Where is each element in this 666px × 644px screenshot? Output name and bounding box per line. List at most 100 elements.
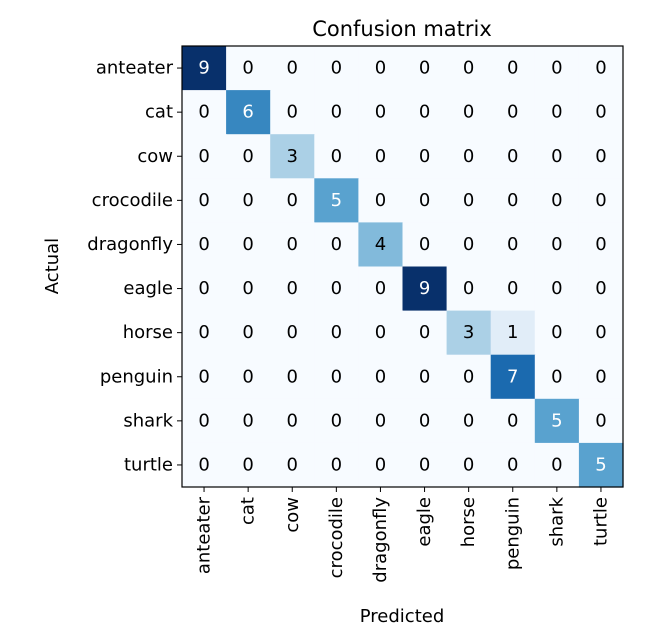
heatmap-cell [490,134,536,179]
heatmap-cell [578,90,624,135]
heatmap-cell [270,46,315,91]
heatmap-cell [314,134,359,179]
heatmap-cell-value: 0 [331,278,342,299]
heatmap-cell-value: 0 [198,278,209,299]
heatmap-cell [226,46,271,91]
heatmap-cell-values: 9 0 0 0 0 0 0 0 0 0 0 6 0 0 0 0 0 0 0 0 0 0 3 0 0 0 0 0 0 0 0 0 0 5 0 0 0 0 0 0… [198,58,606,476]
heatmap-cell [578,442,624,488]
heatmap-cell [534,90,580,135]
heatmap-cell [490,398,536,444]
heatmap-cell-value: 0 [595,102,606,123]
heatmap-cell-value: 0 [375,146,386,167]
heatmap-cell-value: 0 [419,190,430,211]
heatmap-cell [534,134,580,179]
heatmap-cell [270,178,315,223]
heatmap-cell-value: 3 [463,322,474,343]
heatmap-cell-value: 0 [375,58,386,79]
heatmap-cell-value: 3 [287,146,298,167]
x-tick-label: turtle [590,497,611,546]
heatmap-cell-value: 0 [595,366,606,387]
heatmap-cell-value: 0 [198,366,209,387]
heatmap-cell-value: 0 [507,454,518,475]
heatmap-cell [534,398,580,444]
heatmap-cell [182,134,227,179]
heatmap-cell-value: 0 [331,102,342,123]
heatmap-cell-value: 0 [419,410,430,431]
heatmap-cell-value: 9 [419,278,430,299]
heatmap-cell-value: 4 [375,234,386,255]
heatmap-cell [314,398,359,444]
heatmap-cell [358,222,404,268]
heatmap-cell-value: 0 [551,58,562,79]
heatmap-cell [314,222,359,268]
x-tick-label: anteater [194,496,215,574]
heatmap-cell-value: 0 [242,58,253,79]
heatmap-cell [446,90,492,135]
heatmap-cell [402,266,448,312]
heatmap-cell [534,178,580,223]
heatmap-cell [358,46,404,91]
heatmap-cell-value: 0 [331,410,342,431]
heatmap-cell [446,398,492,444]
heatmap-cell-value: 0 [375,278,386,299]
heatmap-cell-value: 0 [287,366,298,387]
heatmap-cell [534,354,580,400]
heatmap-cell [534,46,580,91]
heatmap-cell [446,310,492,356]
heatmap-cell [182,46,227,91]
heatmap-cell-value: 0 [419,58,430,79]
heatmap-cell-value: 0 [242,366,253,387]
heatmap-cell-value: 9 [198,58,209,79]
heatmap-cell-value: 0 [242,190,253,211]
heatmap-cell [578,354,624,400]
heatmap-cell-value: 0 [375,454,386,475]
heatmap-cell-value: 0 [463,366,474,387]
heatmap-cell-value: 0 [463,234,474,255]
heatmap-cell-value: 5 [331,190,342,211]
heatmap-cell [402,134,448,179]
heatmap-cell-value: 0 [551,366,562,387]
heatmap-cell-value: 0 [198,322,209,343]
heatmap-cells [182,46,624,488]
heatmap-cell [534,266,580,312]
heatmap-cell [578,310,624,356]
heatmap-cell [182,266,227,312]
heatmap-cell-value: 7 [507,366,518,387]
heatmap-cell [578,398,624,444]
heatmap-cell-value: 0 [242,278,253,299]
heatmap-cell-value: 0 [198,410,209,431]
heatmap-cell-value: 0 [198,102,209,123]
heatmap-cell-value: 0 [595,190,606,211]
heatmap-cell-value: 0 [331,322,342,343]
y-tick-label: cow [137,146,173,167]
heatmap-cell-value: 0 [595,146,606,167]
heatmap-cell [490,310,536,356]
heatmap-cell [314,46,359,91]
heatmap-cell-value: 0 [375,366,386,387]
heatmap-cell-value: 5 [595,454,606,475]
x-tick-label: cat [238,497,259,525]
heatmap-cell-value: 0 [198,190,209,211]
heatmap-cell [270,398,315,444]
heatmap-cell [578,222,624,268]
heatmap-cell [446,222,492,268]
heatmap-cell [578,266,624,312]
x-tick-label: crocodile [326,497,347,578]
heatmap-cell [490,354,536,400]
heatmap-cell-value: 0 [419,102,430,123]
heatmap-cell [490,442,536,488]
heatmap-cell-value: 0 [595,234,606,255]
heatmap-cell [314,178,359,223]
heatmap-cell [314,354,359,400]
x-tick-label: penguin [502,497,523,570]
heatmap-cell [402,222,448,268]
heatmap-cell-value: 0 [287,234,298,255]
heatmap-cell-value: 0 [287,58,298,79]
heatmap-cell [534,310,580,356]
heatmap-cell-value: 0 [507,278,518,299]
heatmap-cell-value: 0 [551,146,562,167]
plot-frame [181,45,624,488]
heatmap-cell-value: 0 [375,102,386,123]
heatmap-cell [182,178,227,223]
